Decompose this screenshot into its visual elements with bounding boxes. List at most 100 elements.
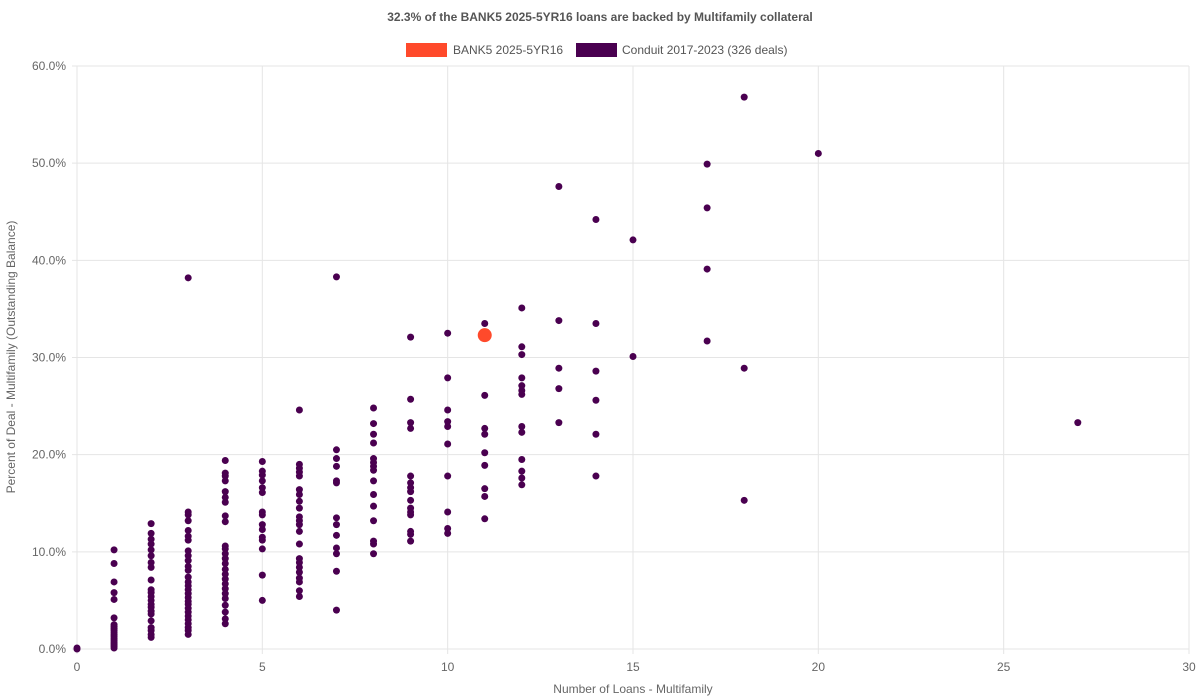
data-point[interactable] <box>332 477 340 485</box>
data-point[interactable] <box>258 489 266 497</box>
data-point[interactable] <box>258 508 266 516</box>
data-point[interactable] <box>295 491 303 499</box>
data-point[interactable] <box>370 550 378 558</box>
data-point[interactable] <box>444 418 452 426</box>
data-point[interactable] <box>295 563 303 571</box>
data-point[interactable] <box>184 552 192 560</box>
data-point[interactable] <box>444 374 452 382</box>
data-point[interactable] <box>295 593 303 601</box>
data-point[interactable] <box>518 304 526 312</box>
data-point[interactable] <box>407 395 415 403</box>
data-point[interactable] <box>332 455 340 463</box>
data-point[interactable] <box>370 404 378 412</box>
data-point[interactable] <box>407 424 415 432</box>
data-point[interactable] <box>147 520 155 528</box>
data-point[interactable] <box>295 486 303 494</box>
data-point[interactable] <box>184 557 192 565</box>
data-point[interactable] <box>407 496 415 504</box>
data-point[interactable] <box>1074 419 1082 427</box>
data-point[interactable] <box>407 333 415 341</box>
data-point[interactable] <box>332 544 340 552</box>
data-point[interactable] <box>147 617 155 625</box>
data-point[interactable] <box>221 477 229 485</box>
data-point[interactable] <box>481 461 489 469</box>
data-point[interactable] <box>221 585 229 593</box>
data-point[interactable] <box>518 382 526 390</box>
data-point[interactable] <box>295 504 303 512</box>
data-point[interactable] <box>258 521 266 529</box>
data-point[interactable] <box>703 204 711 212</box>
data-point[interactable] <box>221 498 229 506</box>
data-point[interactable] <box>518 456 526 464</box>
data-point[interactable] <box>555 419 563 427</box>
data-point[interactable] <box>147 552 155 560</box>
data-point[interactable] <box>481 319 489 327</box>
data-point[interactable] <box>703 337 711 345</box>
data-point[interactable] <box>555 385 563 393</box>
data-point[interactable] <box>518 343 526 351</box>
data-point[interactable] <box>221 469 229 477</box>
data-point[interactable] <box>184 508 192 516</box>
data-point[interactable] <box>332 550 340 558</box>
data-point[interactable] <box>258 571 266 579</box>
data-point[interactable] <box>407 537 415 545</box>
data-point[interactable] <box>147 586 155 594</box>
data-point[interactable] <box>221 594 229 602</box>
data-point[interactable] <box>221 590 229 598</box>
data-point[interactable] <box>221 615 229 623</box>
data-point[interactable] <box>295 513 303 521</box>
data-point[interactable] <box>184 547 192 555</box>
data-point[interactable] <box>592 430 600 438</box>
data-point[interactable] <box>258 596 266 604</box>
data-point[interactable] <box>221 518 229 526</box>
data-point[interactable] <box>184 517 192 525</box>
data-point[interactable] <box>518 422 526 430</box>
data-point[interactable] <box>444 529 452 537</box>
data-point[interactable] <box>592 319 600 327</box>
data-point[interactable] <box>407 504 415 512</box>
data-point[interactable] <box>332 567 340 575</box>
data-point[interactable] <box>481 485 489 493</box>
data-point[interactable] <box>518 481 526 489</box>
data-point[interactable] <box>555 317 563 325</box>
data-point[interactable] <box>740 364 748 372</box>
data-point[interactable] <box>221 555 229 563</box>
data-point[interactable] <box>221 575 229 583</box>
data-point[interactable] <box>555 182 563 190</box>
data-point[interactable] <box>184 526 192 534</box>
data-point[interactable] <box>444 422 452 430</box>
data-point[interactable] <box>518 374 526 382</box>
data-point[interactable] <box>147 563 155 571</box>
data-point[interactable] <box>147 576 155 584</box>
data-point[interactable] <box>221 456 229 464</box>
data-point[interactable] <box>370 430 378 438</box>
data-point[interactable] <box>407 484 415 492</box>
data-point[interactable] <box>518 351 526 359</box>
data-point[interactable] <box>444 525 452 533</box>
data-point[interactable] <box>814 149 822 157</box>
data-point[interactable] <box>332 462 340 470</box>
data-point[interactable] <box>592 367 600 375</box>
data-point[interactable] <box>110 595 118 603</box>
data-point[interactable] <box>370 420 378 428</box>
data-point[interactable] <box>407 479 415 487</box>
data-point[interactable] <box>110 578 118 586</box>
data-point[interactable] <box>295 406 303 414</box>
data-point[interactable] <box>221 565 229 573</box>
data-point[interactable] <box>703 265 711 273</box>
data-point[interactable] <box>407 527 415 535</box>
data-point[interactable] <box>370 502 378 510</box>
data-point[interactable] <box>629 236 637 244</box>
data-point[interactable] <box>221 608 229 616</box>
data-point[interactable] <box>444 440 452 448</box>
data-point[interactable] <box>295 527 303 535</box>
data-point[interactable] <box>444 406 452 414</box>
data-point[interactable] <box>592 216 600 224</box>
data-point[interactable] <box>221 512 229 520</box>
data-point[interactable] <box>258 545 266 553</box>
data-point[interactable] <box>481 391 489 399</box>
data-point[interactable] <box>184 274 192 282</box>
data-point[interactable] <box>332 514 340 522</box>
data-point[interactable] <box>110 614 118 622</box>
data-point[interactable] <box>481 492 489 500</box>
